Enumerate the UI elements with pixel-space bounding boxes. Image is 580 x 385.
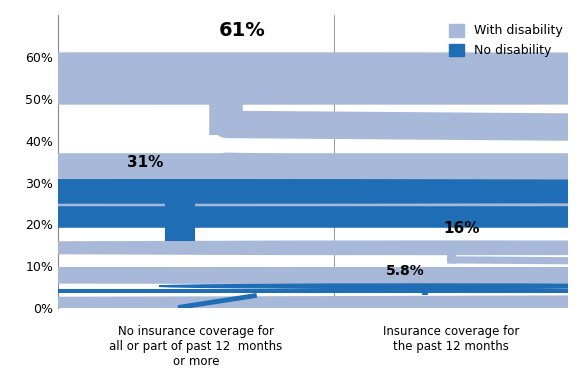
Text: Insurance coverage for
the past 12 months: Insurance coverage for the past 12 month… xyxy=(383,325,519,353)
Circle shape xyxy=(0,53,580,104)
Text: 31%: 31% xyxy=(126,155,163,170)
Circle shape xyxy=(0,180,580,203)
Legend: With disability, No disability: With disability, No disability xyxy=(444,19,567,62)
Circle shape xyxy=(0,241,580,254)
Text: No insurance coverage for
all or part of past 12  months
or more: No insurance coverage for all or part of… xyxy=(109,325,282,368)
Circle shape xyxy=(159,284,580,288)
Text: 5.8%: 5.8% xyxy=(386,264,425,278)
Text: 61%: 61% xyxy=(218,22,265,40)
Text: 16%: 16% xyxy=(443,221,480,236)
